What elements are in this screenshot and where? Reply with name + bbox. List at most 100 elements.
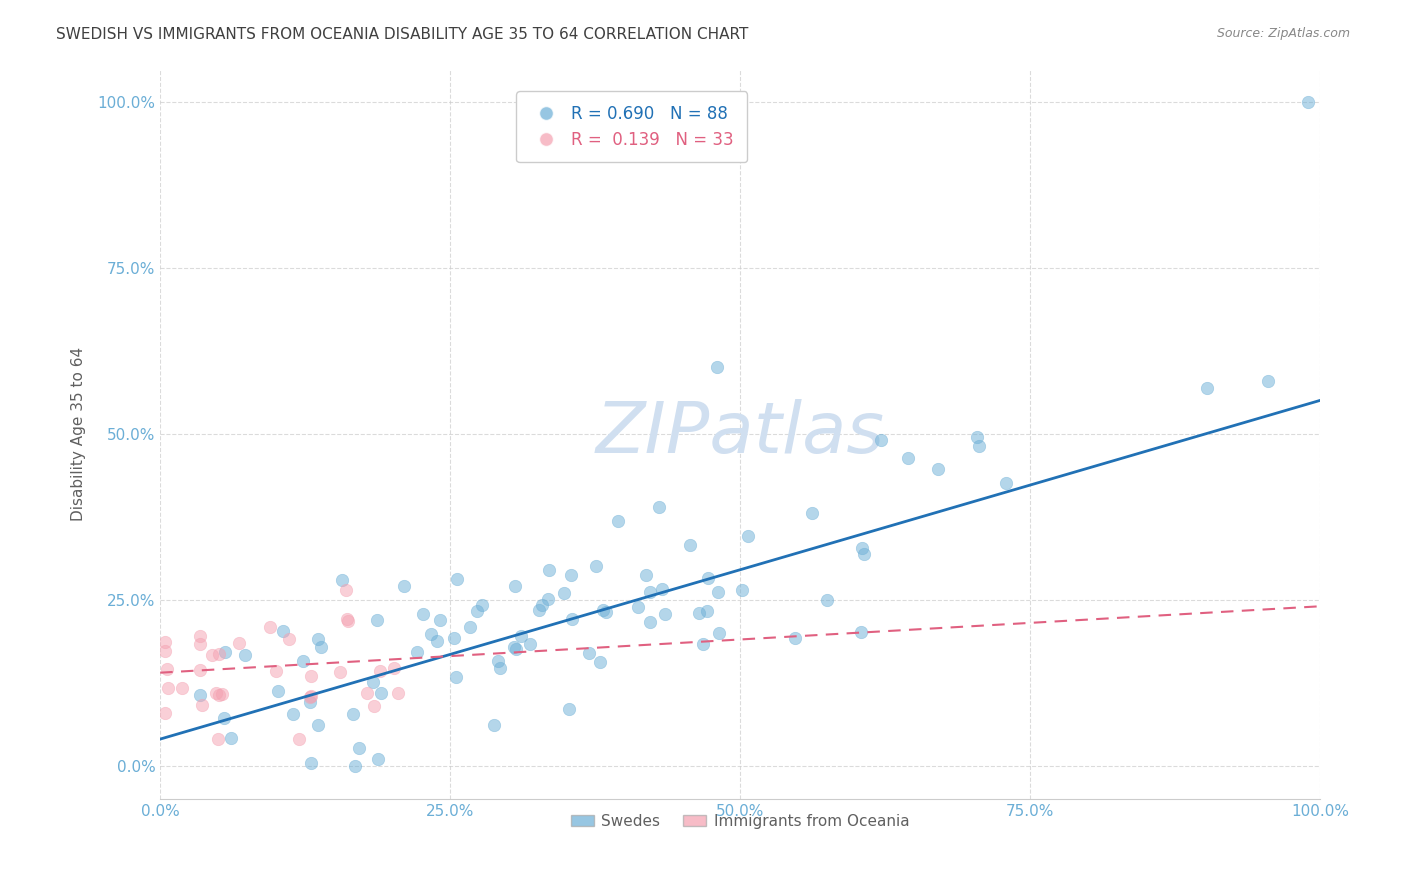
Point <box>648 500 671 514</box>
Point <box>967 439 990 453</box>
Point <box>592 603 614 617</box>
Point <box>208 647 231 661</box>
Point <box>214 644 236 658</box>
Point <box>896 450 918 465</box>
Point <box>595 605 617 619</box>
Point <box>267 683 290 698</box>
Point <box>188 663 211 677</box>
Point <box>188 688 211 702</box>
Point <box>299 689 322 703</box>
Point <box>853 547 876 561</box>
Point <box>156 662 179 676</box>
Point <box>205 686 228 700</box>
Point <box>392 578 415 592</box>
Text: Source: ZipAtlas.com: Source: ZipAtlas.com <box>1216 27 1350 40</box>
Point <box>654 607 676 621</box>
Point <box>288 732 311 747</box>
Point <box>336 612 359 626</box>
Point <box>429 613 451 627</box>
Point <box>692 637 714 651</box>
Point <box>349 741 371 756</box>
Point <box>367 752 389 766</box>
Point <box>869 433 891 447</box>
Point <box>420 627 443 641</box>
Point <box>815 593 838 607</box>
Point <box>530 598 553 612</box>
Point <box>259 620 281 634</box>
Point <box>651 582 673 597</box>
Point <box>561 612 583 626</box>
Point <box>281 706 304 721</box>
Point <box>153 706 176 720</box>
Point <box>458 620 481 634</box>
Point <box>1257 374 1279 388</box>
Point <box>443 631 465 645</box>
Point <box>638 615 661 629</box>
Text: ZIPatlas: ZIPatlas <box>596 400 884 468</box>
Point <box>356 686 378 700</box>
Point <box>264 665 287 679</box>
Point <box>153 635 176 649</box>
Point <box>291 654 314 668</box>
Point <box>298 695 321 709</box>
Point <box>426 634 449 648</box>
Point <box>527 602 550 616</box>
Point <box>489 661 512 675</box>
Point <box>966 430 988 444</box>
Point <box>309 640 332 654</box>
Text: SWEDISH VS IMMIGRANTS FROM OCEANIA DISABILITY AGE 35 TO 64 CORRELATION CHART: SWEDISH VS IMMIGRANTS FROM OCEANIA DISAB… <box>56 27 748 42</box>
Point <box>307 632 329 647</box>
Point <box>557 702 579 716</box>
Point <box>207 732 229 747</box>
Point <box>208 688 231 702</box>
Point <box>233 648 256 663</box>
Point <box>707 585 730 599</box>
Point <box>1296 95 1319 109</box>
Point <box>679 538 702 552</box>
Point <box>688 606 710 620</box>
Point <box>188 629 211 643</box>
Point <box>503 579 526 593</box>
Point <box>783 631 806 645</box>
Point <box>1197 381 1219 395</box>
Point <box>800 506 823 520</box>
Point <box>731 582 754 597</box>
Point <box>299 756 322 770</box>
Point <box>329 665 352 680</box>
Point <box>636 568 658 582</box>
Point <box>188 637 211 651</box>
Point <box>465 604 488 618</box>
Point <box>212 711 235 725</box>
Point <box>343 758 366 772</box>
Point <box>484 717 506 731</box>
Point <box>299 668 322 682</box>
Point <box>486 653 509 667</box>
Point <box>519 637 541 651</box>
Point <box>307 718 329 732</box>
Point <box>707 625 730 640</box>
Point <box>510 629 533 643</box>
Point <box>330 574 353 588</box>
Point <box>368 664 391 678</box>
Point <box>335 582 357 597</box>
Point <box>153 643 176 657</box>
Point <box>697 572 720 586</box>
Point <box>361 675 384 690</box>
Point <box>444 670 467 684</box>
Point <box>278 632 301 646</box>
Point <box>537 563 560 577</box>
Point <box>219 731 242 746</box>
Point <box>387 685 409 699</box>
Point <box>412 607 434 622</box>
Point <box>201 648 224 662</box>
Point <box>607 514 630 528</box>
Legend: Swedes, Immigrants from Oceania: Swedes, Immigrants from Oceania <box>565 808 915 835</box>
Point <box>589 655 612 669</box>
Point <box>366 613 388 627</box>
Point <box>706 360 728 375</box>
Point <box>560 568 582 582</box>
Point <box>271 624 294 639</box>
Point <box>503 640 526 654</box>
Point <box>298 690 321 705</box>
Point <box>927 461 949 475</box>
